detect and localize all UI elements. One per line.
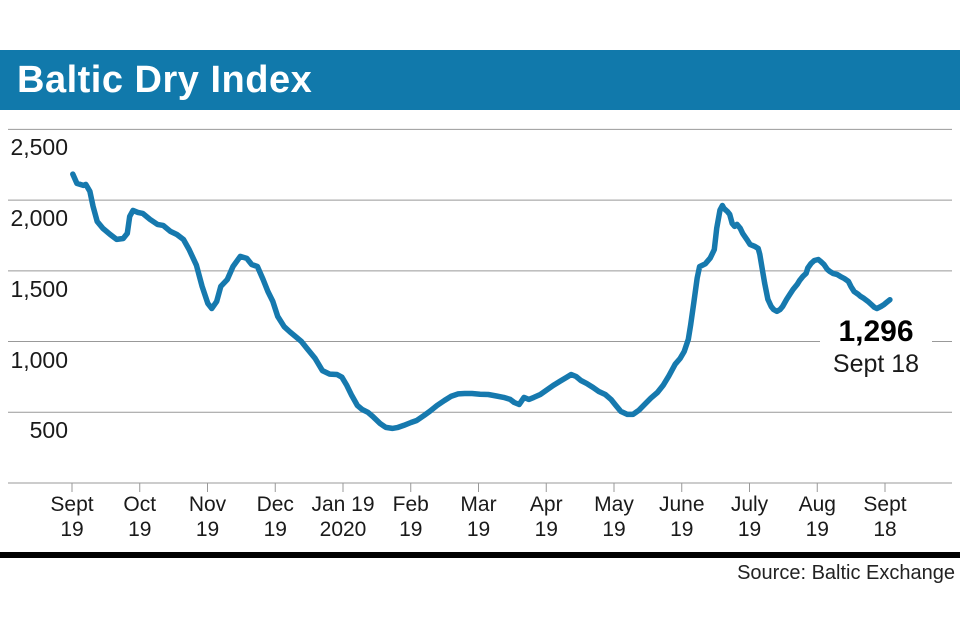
x-axis-label-line: Sept [50, 493, 94, 516]
x-axis-label: Nov 19 [163, 492, 253, 542]
x-axis-label-line: 19 [737, 518, 762, 541]
x-axis-label: Jan 19 2020 [298, 492, 388, 542]
x-axis-label: May 19 [569, 492, 659, 542]
x-axis-label-line: Feb [392, 493, 429, 516]
x-axis-label-line: 19 [805, 518, 829, 541]
x-axis-label-line: 18 [873, 518, 897, 541]
x-axis-label: Aug 19 [772, 492, 862, 542]
x-axis-label-line: June [658, 493, 705, 516]
x-axis-label-line: 19 [602, 518, 626, 541]
x-axis-label-line: July [730, 493, 769, 516]
x-axis-label-line: Jan 19 [311, 493, 375, 516]
x-axis-label-line: Nov [188, 493, 227, 516]
separator-bar [0, 552, 960, 558]
x-axis-label-line: May [594, 493, 634, 516]
x-axis-label-line: 19 [128, 518, 152, 541]
title-banner: Baltic Dry Index [0, 50, 960, 110]
x-axis-label-line: 19 [263, 518, 287, 541]
last-value-annotation: 1,296 Sept 18 [820, 313, 932, 381]
x-axis-label: Dec 19 [230, 492, 320, 542]
x-axis-label-line: Mar [460, 493, 497, 516]
x-axis-label: July 19 [705, 492, 795, 542]
x-axis-label: June 19 [637, 492, 727, 542]
x-axis-label-line: Dec [256, 493, 294, 516]
x-axis-label: Feb 19 [366, 492, 456, 542]
x-axis-label-line: 19 [195, 518, 220, 541]
y-axis-label: 2,500 [10, 134, 68, 161]
x-axis-label-line: 19 [466, 518, 491, 541]
chart-title: Baltic Dry Index [17, 58, 313, 101]
x-axis-label: Sept 19 [27, 492, 117, 542]
x-axis-label-line: 2020 [319, 518, 367, 541]
last-value-date: Sept 18 [832, 350, 920, 378]
x-axis-label-line: 19 [60, 518, 84, 541]
x-axis-label: Mar 19 [434, 492, 524, 542]
x-axis-label-line: 19 [534, 518, 558, 541]
source-credit: Source: Baltic Exchange [737, 562, 955, 584]
y-axis-label: 1,500 [10, 275, 68, 302]
last-value-label: 1,296 [838, 315, 914, 348]
y-axis-label: 1,000 [10, 346, 68, 373]
x-axis-label: Apr 19 [501, 492, 591, 542]
x-axis-label: Sept 18 [840, 492, 930, 542]
series-line [70, 171, 893, 432]
x-axis-label-line: 19 [670, 518, 694, 541]
x-axis-label-line: Aug [798, 493, 836, 516]
y-axis-label: 500 [29, 417, 68, 444]
x-axis-label-line: 19 [399, 518, 423, 541]
x-axis-label-line: Apr [529, 493, 563, 516]
x-axis-label-line: Sept [863, 493, 907, 516]
x-axis-label: Oct 19 [95, 492, 185, 542]
x-axis-label-line: Oct [123, 493, 157, 516]
y-axis-label: 2,000 [10, 205, 68, 232]
